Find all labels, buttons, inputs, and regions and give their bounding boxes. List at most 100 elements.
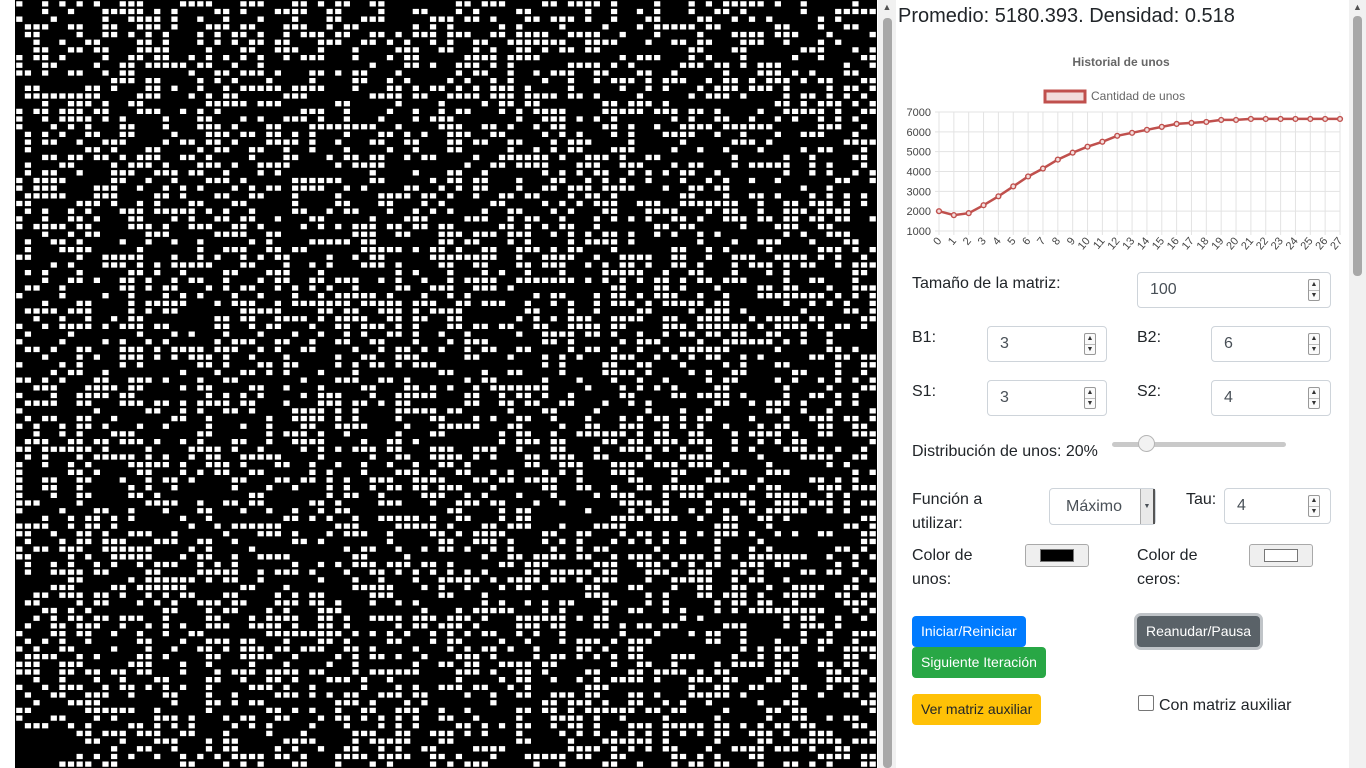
matrix-size-input[interactable]: 100 ▲ ▼ [1137,272,1331,308]
resume-pause-button[interactable]: Reanudar/Pausa [1137,616,1261,647]
x-tick-label: 2 [961,235,974,247]
x-tick-label: 27 [1328,235,1345,252]
data-point [1099,138,1106,145]
data-point [995,193,1002,200]
data-point [1203,118,1210,126]
next-iteration-button[interactable]: Siguiente Iteración [912,647,1046,678]
legend-label: Cantidad de unos [1091,89,1185,103]
b2-input[interactable]: 6 ▲ ▼ [1211,326,1331,362]
x-tick-label: 7 [1035,235,1048,247]
data-point [1307,115,1314,123]
grid-scrollbar-thumb[interactable] [883,18,892,768]
chart-title: Historial de unos [1072,55,1170,69]
s2-label: S2: [1137,383,1162,400]
b2-value: 6 [1224,335,1233,352]
data-point [1025,173,1032,180]
x-tick-label: 1 [946,235,959,247]
b2-label: B2: [1137,329,1162,346]
y-tick-label: 4000 [907,167,931,179]
spinner-arrows-icon[interactable]: ▲ ▼ [1308,333,1320,355]
scroll-up-arrow-icon[interactable]: ▲ [1353,2,1362,12]
data-point [1173,120,1180,128]
grid-scrollbar[interactable]: ▲ [878,0,896,768]
distribution-slider-handle[interactable] [1137,435,1155,452]
distribution-label: Distribución de unos: 20% [912,443,1098,460]
distribution-slider[interactable] [1112,435,1286,452]
cellular-automaton-grid[interactable] [15,0,877,768]
s1-value: 3 [1000,389,1009,406]
data-point [1336,115,1344,123]
series-line [938,117,1340,217]
ones-color-picker[interactable] [1025,544,1089,567]
y-tick-label: 3000 [907,186,931,198]
spinner-arrows-icon[interactable]: ▲ ▼ [1308,495,1320,517]
data-point [1114,132,1121,139]
aux-matrix-checkbox[interactable] [1138,695,1154,711]
chart-x-ticks: 0 1 2 3 4 5 6 7 8 9101112131415161718192021222324… [931,235,1345,252]
control-panel: Promedio: 5180.393. Densidad: 0.518 Hist… [896,0,1349,768]
data-point [1158,123,1165,130]
ones-color-label-line2: unos: [912,571,952,588]
s2-input[interactable]: 4 ▲ ▼ [1211,380,1331,416]
function-label-line2: utilizar: [912,515,963,532]
matrix-size-value: 100 [1150,281,1177,298]
data-point [965,210,972,217]
data-point [1010,183,1017,190]
x-tick-label: 3 [976,235,989,247]
view-aux-matrix-button[interactable]: Ver matriz auxiliar [912,694,1042,725]
spinner-arrows-icon[interactable]: ▲ ▼ [1084,387,1096,409]
data-point [1232,116,1240,124]
y-tick-label: 7000 [907,107,931,119]
y-tick-label: 6000 [907,127,931,139]
data-point [1128,129,1136,136]
data-point [1054,156,1061,163]
data-point [980,202,987,209]
b1-value: 3 [1000,335,1009,352]
y-tick-label: 5000 [907,147,931,159]
data-point [1262,115,1269,123]
scroll-up-arrow-icon[interactable]: ▲ [882,2,892,12]
data-point [950,212,957,219]
start-restart-button[interactable]: Iniciar/Reiniciar [912,616,1026,647]
zeros-color-label-line2: ceros: [1137,571,1181,588]
chevron-down-icon[interactable]: ▼ [1140,489,1155,524]
function-label-line1: Función a [912,491,983,508]
x-tick-label: 0 [931,235,944,247]
data-point [1039,165,1047,172]
data-point [1322,115,1329,123]
data-point [1247,115,1254,123]
b1-label: B1: [912,329,937,346]
x-tick-label: 5 [1005,235,1018,247]
function-select[interactable]: Máximo ▼ [1049,488,1156,525]
zeros-color-swatch [1264,549,1298,562]
x-tick-label: 8 [1050,235,1063,247]
chart-y-ticks: 7000 6000 5000 4000 3000 2000 1000 [907,107,931,238]
series-points [935,115,1344,219]
spinner-arrows-icon[interactable]: ▲ ▼ [1084,333,1096,355]
data-point [1188,119,1195,127]
zeros-color-picker[interactable] [1249,544,1313,567]
page-scrollbar-thumb[interactable] [1353,16,1362,276]
data-point [1069,149,1076,156]
spinner-arrows-icon[interactable]: ▲ ▼ [1308,279,1320,301]
aux-matrix-checkbox-label[interactable]: Con matriz auxiliar [1159,697,1292,714]
spinner-arrows-icon[interactable]: ▲ ▼ [1308,387,1320,409]
s1-input[interactable]: 3 ▲ ▼ [987,380,1107,416]
tau-input[interactable]: 4 ▲ ▼ [1224,488,1331,524]
stats-readout: Promedio: 5180.393. Densidad: 0.518 [898,5,1235,27]
data-point [1292,115,1299,123]
x-tick-label: 6 [1020,235,1033,247]
s2-value: 4 [1224,389,1233,406]
tau-label: Tau: [1186,491,1217,508]
y-tick-label: 1000 [907,226,931,238]
function-select-value: Máximo [1066,498,1123,515]
ones-color-label-line1: Color de [912,547,973,564]
b1-input[interactable]: 3 ▲ ▼ [987,326,1107,362]
tau-value: 4 [1237,497,1246,514]
page-scrollbar[interactable]: ▲ [1349,0,1366,768]
data-point [935,208,943,215]
data-point [1277,115,1284,123]
legend-swatch [1043,89,1087,104]
data-point [1084,143,1091,150]
matrix-size-label: Tamaño de la matriz: [912,275,1061,292]
